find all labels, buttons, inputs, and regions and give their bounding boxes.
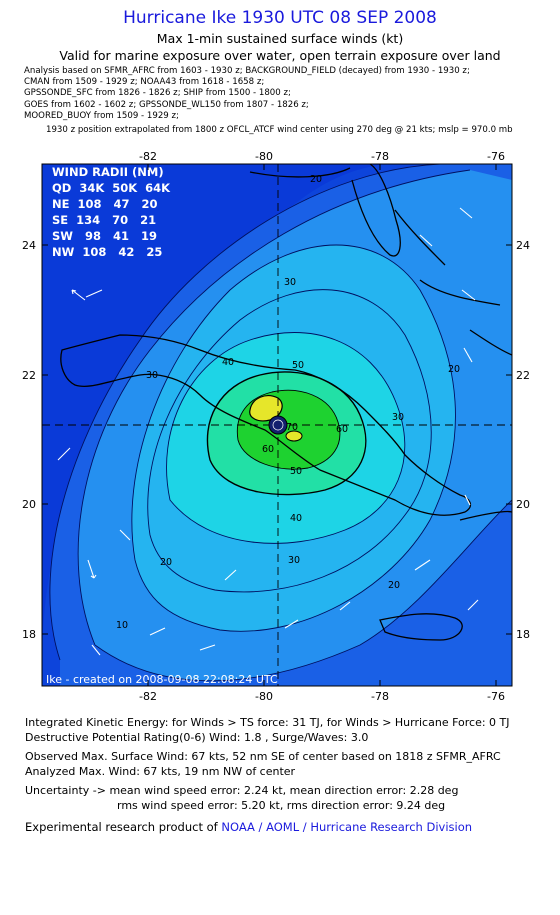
analysis-line: Analysis based on SFMR_AFRC from 1603 - …: [24, 66, 470, 76]
contour-label: 30: [284, 277, 296, 288]
wind-vectors: [57, 207, 479, 656]
lat-tick-label: 18: [22, 628, 36, 641]
lon-tick-label: -76: [487, 690, 505, 700]
contour-label: 70: [286, 422, 298, 433]
uncertainty-line: Uncertainty -> mean wind speed error: 2.…: [25, 784, 459, 797]
contour-label: 20: [310, 174, 322, 185]
lon-tick-label: -82: [139, 690, 157, 700]
contour-label: 40: [290, 513, 302, 524]
wind-radii-title: WIND RADII (NM): [52, 165, 164, 179]
hispaniola-coast: [459, 510, 512, 521]
keys-coast: [249, 167, 351, 178]
analysis-line: GPSSONDE_SFC from 1826 - 1826 z; SHIP fr…: [24, 88, 291, 99]
contour-label: 20: [448, 364, 460, 375]
wind-radii-table: WIND RADII (NM) QD 34K 50K 64K NE 108 47…: [52, 165, 171, 259]
wind-radii-row: NW 108 42 25: [52, 245, 162, 259]
wind-map: 10 20 20 20 20 30 30 30 30 40 40 50 50 6…: [22, 150, 530, 700]
lon-tick-label: -76: [487, 150, 505, 163]
florida-coast: [351, 164, 401, 257]
bahamas-coast: [394, 209, 512, 356]
coastlines: [60, 164, 512, 641]
lon-tick-label: -78: [371, 690, 389, 700]
latitude-labels: 24 22 20 18 24 22 20 18: [22, 239, 530, 641]
contour-labels: 10 20 20 20 20 30 30 30 30 40 40 50 50 6…: [116, 174, 460, 631]
jamaica-coast: [379, 613, 463, 641]
cuba-coast: [60, 334, 472, 516]
lat-tick-label: 18: [516, 628, 530, 641]
wind-radii-row: SW 98 41 19: [52, 229, 157, 243]
contour-label: 10: [116, 620, 128, 631]
analysis-line: CMAN from 1509 - 1929 z; NOAA43 from 161…: [24, 77, 265, 88]
position-note: 1930 z position extrapolated from 1800 z…: [46, 125, 513, 135]
lat-tick-label: 24: [516, 239, 530, 252]
product-credit: Experimental research product of NOAA / …: [25, 820, 472, 834]
contour-label: 30: [146, 370, 158, 381]
wind-radii-row: NE 108 47 20: [52, 197, 158, 211]
axis-ticks: [42, 164, 512, 686]
wind-max-70-se: [285, 430, 303, 442]
contour-label: 30: [288, 555, 300, 566]
lon-tick-label: -80: [255, 690, 273, 700]
contour-label: 60: [336, 424, 348, 435]
lon-tick-label: -78: [371, 150, 389, 163]
contour-label: 50: [290, 466, 302, 477]
storm-center: [268, 415, 288, 435]
page-title: Hurricane Ike 1930 UTC 08 SEP 2008: [123, 8, 437, 28]
product-org-link[interactable]: NOAA / AOML / Hurricane Research Divisio…: [221, 820, 473, 834]
lat-tick-label: 22: [22, 369, 36, 382]
contour-label: 20: [388, 580, 400, 591]
product-prefix: Experimental research product of: [25, 820, 222, 834]
storm-eye: [272, 419, 284, 431]
lat-tick-label: 20: [516, 498, 530, 511]
wind-max-70: [249, 395, 283, 422]
contour-label: 50: [292, 360, 304, 371]
creation-credit: Ike - created on 2008-09-08 22:08:24 UTC: [46, 673, 278, 686]
dpr-stat: Destructive Potential Rating(0-6) Wind: …: [25, 731, 369, 744]
contour-label: 60: [262, 444, 274, 455]
lon-tick-label: -82: [139, 150, 157, 163]
longitude-labels: -82 -80 -78 -76 -82 -80 -78 -76: [139, 150, 505, 700]
analysis-sources: Analysis based on SFMR_AFRC from 1603 - …: [24, 66, 470, 122]
wind-field: 10 20 20 20 20 30 30 30 30 40 40 50 50 6…: [42, 164, 512, 686]
map-frame: [41, 163, 513, 687]
wind-radii-header: QD 34K 50K 64K: [52, 181, 171, 195]
validity-note: Valid for marine exposure over water, op…: [59, 48, 501, 63]
uncertainty-rms-line: rms wind speed error: 5.20 kt, rms direc…: [117, 799, 446, 812]
lat-tick-label: 22: [516, 369, 530, 382]
analysis-line: MOORED_BUOY from 1509 - 1929 z;: [24, 110, 179, 121]
wind-radii-row: SE 134 70 21: [52, 213, 156, 227]
contour-label: 20: [160, 557, 172, 568]
observed-max-wind: Observed Max. Surface Wind: 67 kts, 52 n…: [25, 750, 501, 763]
contour-label: 30: [392, 412, 404, 423]
contour-label: 40: [222, 357, 234, 368]
ike-stat: Integrated Kinetic Energy: for Winds > T…: [25, 716, 510, 729]
analysis-line: GOES from 1602 - 1602 z; GPSSONDE_WL150 …: [24, 99, 309, 110]
contour-lines: [49, 164, 512, 682]
lat-tick-label: 20: [22, 498, 36, 511]
lat-tick-label: 24: [22, 239, 36, 252]
analyzed-max-wind: Analyzed Max. Wind: 67 kts, 19 nm NW of …: [25, 765, 296, 778]
lon-tick-label: -80: [255, 150, 273, 163]
page-subtitle: Max 1-min sustained surface winds (kt): [156, 31, 404, 46]
